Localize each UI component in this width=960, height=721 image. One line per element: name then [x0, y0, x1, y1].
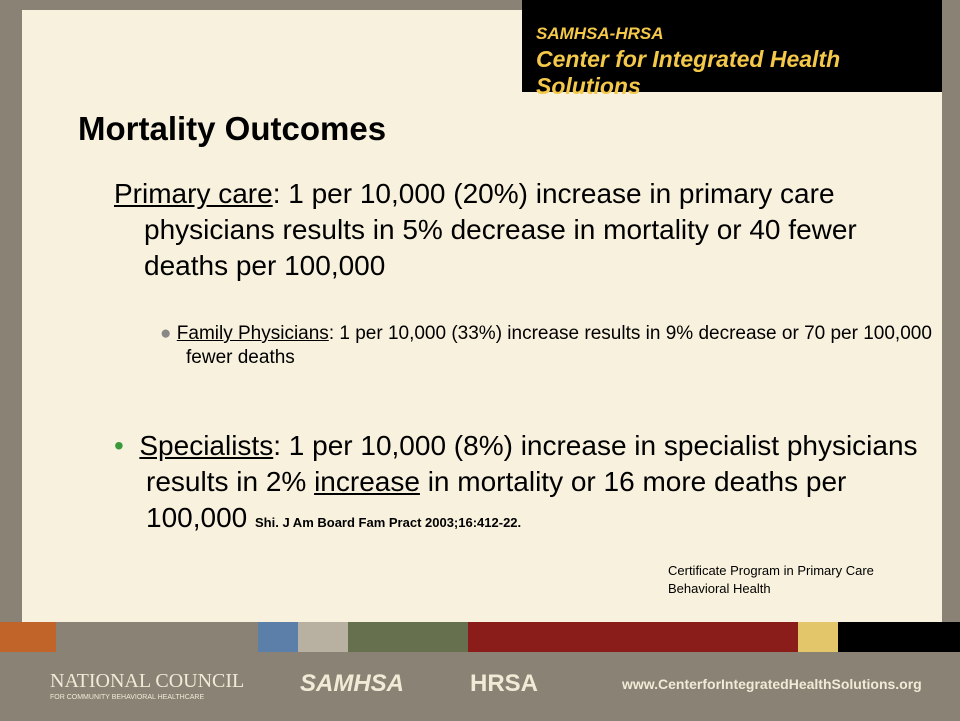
header-line: Center for Integrated Health Solutions [536, 46, 841, 99]
text: in mortality or 16 more deaths per 100,0… [146, 466, 847, 533]
org-sub: FOR COMMUNITY BEHAVIORAL HEALTHCARE [50, 694, 205, 701]
label: Primary care [114, 178, 273, 209]
org: SAMHSA [300, 670, 405, 697]
header: SAMHSA-HRSA Center for Integrated Health… [522, 0, 942, 99]
item: Primary care: 1 per 10,000 (20%) increas… [114, 176, 924, 284]
content-panel [22, 10, 942, 622]
footer: NATIONAL COUNCIL FOR COMMUNITY BEHAVIORA… [0, 652, 960, 721]
item: • Specialists: 1 per 10,000 (8%) increas… [114, 428, 936, 541]
certificate: Certificate Program in Primary Care Beha… [668, 563, 874, 596]
color-stripes [0, 622, 960, 652]
item: ● Family Physicians: 1 per 10,000 (33%) … [160, 322, 946, 370]
text: : 1 per 10,000 (20%) increase in primary… [144, 178, 857, 281]
citation: Shi. J Am Board Fam Pract 2003;16:412-22… [255, 515, 522, 530]
bullet: • [114, 430, 140, 461]
org: NATIONAL COUNCIL [50, 670, 245, 692]
url: www.CenterforIntegratedHealthSolutions.o… [622, 676, 922, 692]
label: Specialists [139, 430, 274, 461]
label: Family Physicians [176, 323, 329, 344]
org: HRSA [470, 670, 539, 697]
text: : 1 per 10,000 (33%) increase results in… [186, 323, 932, 368]
title: Mortality Outcomes [78, 110, 387, 147]
bullet: ● [160, 323, 177, 344]
text: : 1 per 10,000 (8%) increase in speciali… [146, 430, 918, 497]
header-line: SAMHSA-HRSA [536, 24, 664, 43]
emphasis: increase [314, 466, 420, 497]
